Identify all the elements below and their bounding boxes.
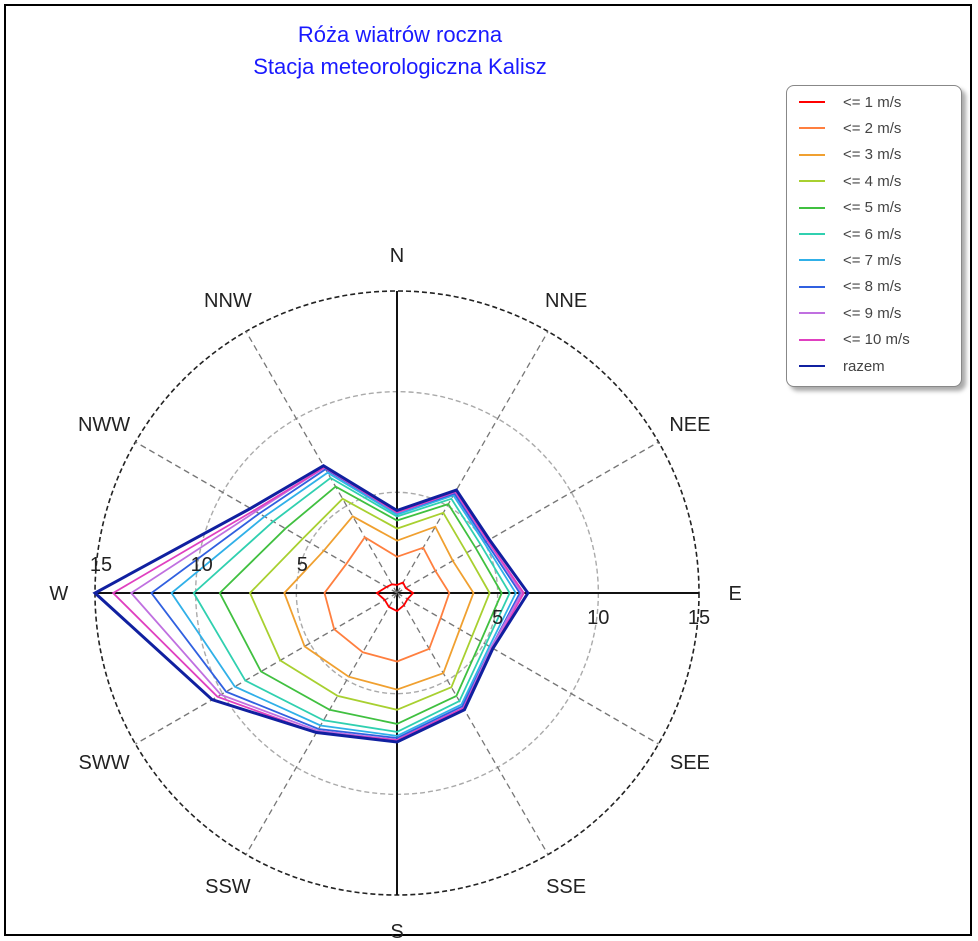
series-2-polygon	[283, 515, 475, 691]
direction-label-see: SEE	[670, 752, 710, 774]
direction-label-e: E	[729, 583, 742, 605]
direction-label-nnw: NNW	[204, 290, 252, 312]
legend-label: <= 10 m/s	[843, 331, 910, 349]
spoke-nee	[396, 441, 659, 594]
legend-swatch	[799, 312, 825, 315]
series-1-polygon	[323, 535, 451, 663]
series-6-polygon	[170, 471, 517, 737]
direction-label-sse: SSE	[546, 876, 586, 898]
legend-swatch	[799, 206, 825, 209]
legend-swatch	[799, 233, 825, 235]
radial-tick-east-5: 5	[492, 607, 503, 629]
series-0-polygon	[375, 581, 415, 613]
radial-tick-west-10: 10	[191, 554, 213, 576]
legend-label: razem	[843, 357, 885, 375]
direction-label-nne: NNE	[545, 290, 587, 312]
legend-swatch	[799, 259, 825, 262]
legend-item: <= 7 m/s	[799, 250, 901, 270]
series-4-polygon	[218, 485, 503, 725]
spoke-ssw	[245, 592, 398, 855]
direction-label-s: S	[390, 921, 403, 941]
legend-label: <= 6 m/s	[843, 225, 902, 243]
legend-label: <= 5 m/s	[843, 199, 902, 217]
legend-item: <= 10 m/s	[799, 330, 910, 350]
chart-title: Róża wiatrów roczna	[297, 22, 503, 47]
legend-label: <= 4 m/s	[843, 172, 902, 190]
spoke-nww	[135, 441, 398, 594]
series-9-polygon	[111, 466, 525, 741]
legend-label: <= 1 m/s	[843, 93, 902, 111]
radial-tick-west-5: 5	[297, 554, 308, 576]
series-5-polygon	[192, 476, 511, 733]
series-7-polygon	[150, 468, 521, 739]
legend-item: <= 5 m/s	[799, 198, 901, 218]
legend-swatch	[799, 285, 825, 288]
legend-label: <= 2 m/s	[843, 119, 902, 137]
radial-tick-west-15: 15	[90, 554, 112, 576]
legend-item: <= 2 m/s	[799, 118, 901, 138]
direction-label-n: N	[390, 245, 404, 267]
legend-swatch	[799, 101, 825, 103]
direction-label-w: W	[49, 583, 68, 605]
spoke-nnw	[245, 331, 398, 594]
chart-legend: <= 1 m/s <= 2 m/s <= 3 m/s <= 4 m/s <= 5 m/s…	[786, 85, 962, 387]
legend-swatch	[799, 153, 825, 156]
direction-label-nee: NEE	[669, 414, 710, 436]
legend-label: <= 9 m/s	[843, 304, 902, 322]
legend-item: <= 4 m/s	[799, 171, 901, 191]
legend-label: <= 8 m/s	[843, 278, 902, 296]
legend-item: <= 9 m/s	[799, 303, 901, 323]
spoke-sww	[135, 592, 398, 745]
direction-label-ssw: SSW	[205, 876, 251, 898]
direction-label-nww: NWW	[78, 414, 130, 436]
series-3-polygon	[248, 497, 491, 711]
legend-label: <= 3 m/s	[843, 146, 902, 164]
spoke-sse	[396, 592, 549, 855]
legend-item: <= 8 m/s	[799, 277, 901, 297]
legend-swatch	[799, 365, 825, 367]
legend-item: <= 3 m/s	[799, 145, 901, 165]
spoke-nne	[396, 331, 549, 594]
chart-subtitle: Stacja meteorologiczna Kalisz	[253, 54, 547, 79]
direction-label-sww: SWW	[79, 752, 130, 774]
legend-item: <= 6 m/s	[799, 224, 901, 244]
legend-swatch	[799, 127, 825, 130]
radial-tick-east-15: 15	[688, 607, 710, 629]
legend-label: <= 7 m/s	[843, 251, 902, 269]
radial-tick-east-10: 10	[587, 607, 609, 629]
series-10-polygon	[92, 463, 530, 744]
legend-swatch	[799, 338, 825, 341]
legend-item: <= 1 m/s	[799, 92, 901, 112]
legend-item: razem	[799, 356, 885, 376]
legend-swatch	[799, 180, 825, 183]
